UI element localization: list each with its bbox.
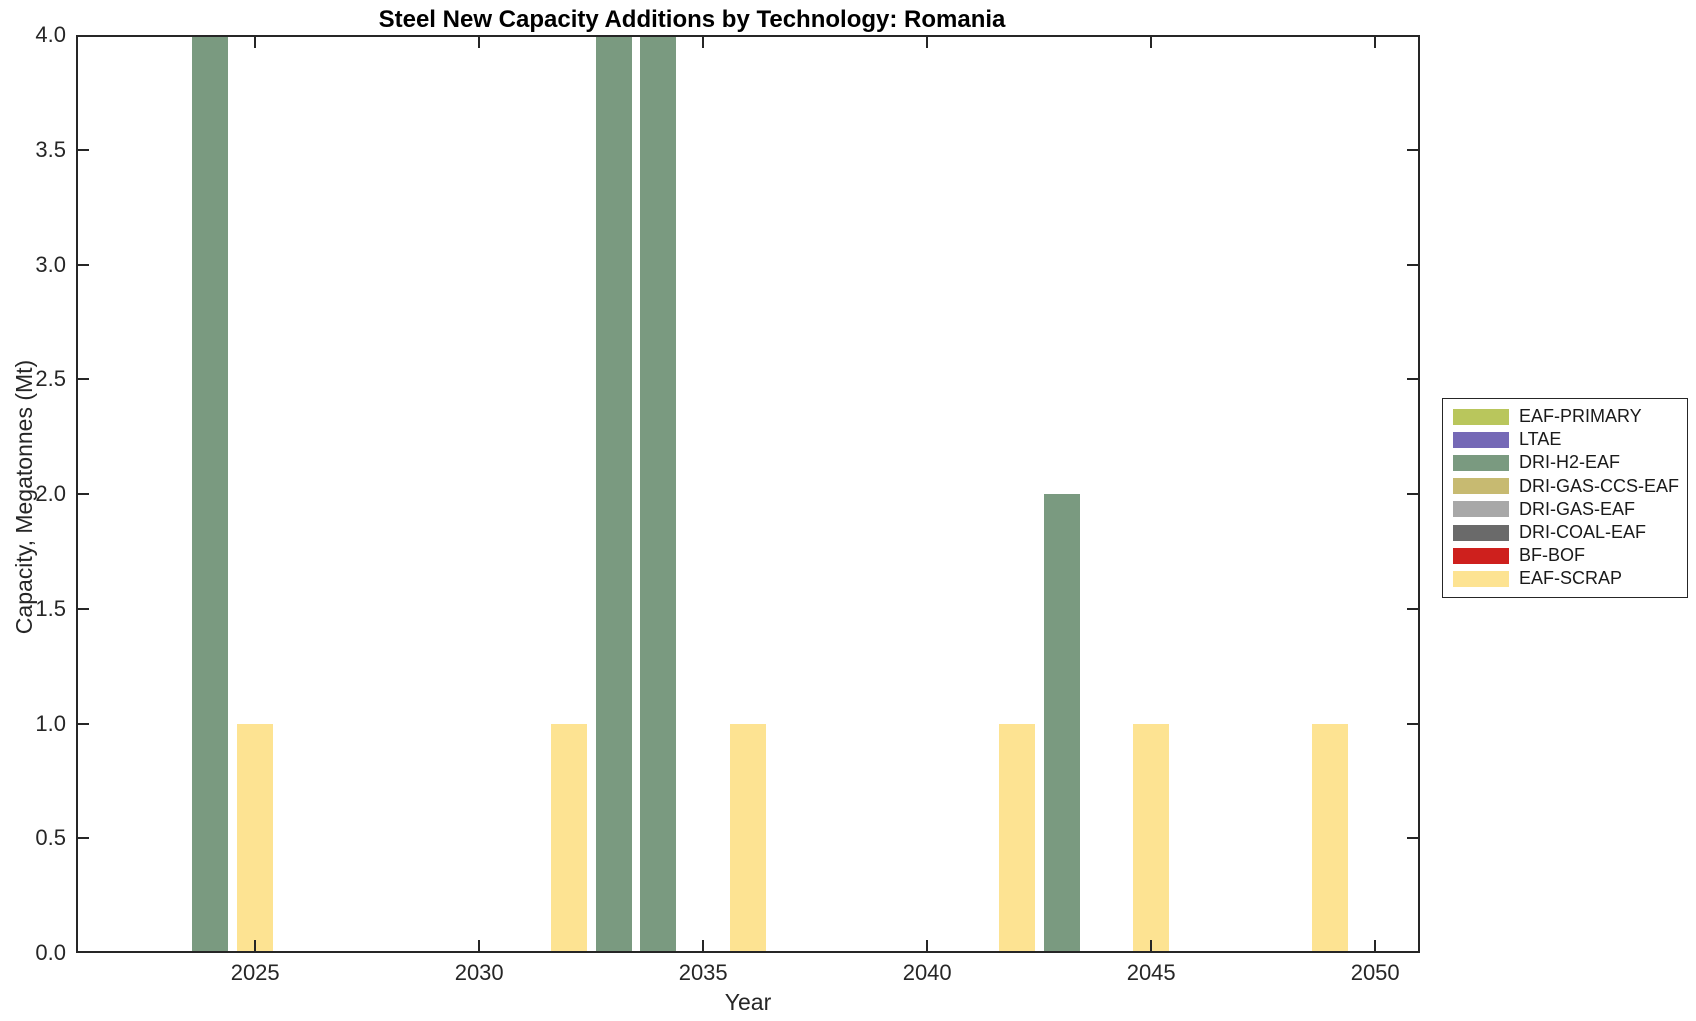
y-tick-label: 2.0 <box>35 481 66 506</box>
y-tick-left <box>76 35 89 36</box>
x-axis-label: Year <box>724 989 772 1015</box>
x-tick-top <box>1374 35 1377 48</box>
y-tick-label: 0.5 <box>35 825 66 851</box>
y-tick-right <box>1407 493 1420 495</box>
y-tick-left <box>76 837 89 840</box>
legend-label-bf-bof: BF-BOF <box>1519 545 1585 566</box>
y-tick-right <box>1407 952 1420 953</box>
bar-eaf-scrap-2032 <box>550 723 587 953</box>
legend-row-dri-gas-eaf: DRI-GAS-EAF <box>1443 498 1687 521</box>
legend-label-dri-gas-eaf: DRI-GAS-EAF <box>1519 498 1636 519</box>
legend-label-ltae: LTAE <box>1519 429 1562 450</box>
legend-label-eaf-primary: EAF-PRIMARY <box>1519 406 1642 427</box>
y-tick-left <box>76 493 89 495</box>
y-tick-left <box>76 148 89 151</box>
plot-area <box>76 35 1420 953</box>
x-tick-label: 2040 <box>902 960 952 985</box>
y-tick-left <box>76 607 89 610</box>
y-tick-label: 3.0 <box>35 251 66 277</box>
x-tick-top <box>254 35 257 48</box>
y-tick-label: 3.5 <box>35 136 66 162</box>
y-tick-label: 0.0 <box>35 940 66 965</box>
legend-swatch-eaf-primary <box>1453 408 1509 425</box>
legend-swatch-dri-gas-eaf <box>1453 501 1509 518</box>
legend-label-dri-h2-eaf: DRI-H2-EAF <box>1519 452 1621 473</box>
x-tick-label: 2050 <box>1350 960 1400 985</box>
x-tick-label: 2045 <box>1126 960 1176 985</box>
x-tick-top <box>702 35 705 48</box>
y-tick-left <box>76 263 89 266</box>
y-tick-right <box>1407 148 1420 151</box>
x-tick-label: 2030 <box>454 960 504 985</box>
bar-dri-h2-eaf-2024 <box>192 35 229 953</box>
bar-dri-h2-eaf-2034 <box>640 35 677 953</box>
legend-swatch-bf-bof <box>1453 547 1509 564</box>
legend-row-dri-h2-eaf: DRI-H2-EAF <box>1443 451 1687 474</box>
legend-row-bf-bof: BF-BOF <box>1443 544 1687 567</box>
legend-row-eaf-primary: EAF-PRIMARY <box>1443 405 1687 428</box>
x-tick-label: 2035 <box>678 960 728 985</box>
bar-eaf-scrap-2045 <box>1133 723 1170 953</box>
y-tick-label: 1.0 <box>35 710 66 736</box>
bar-eaf-scrap-2049 <box>1312 723 1349 953</box>
y-tick-left <box>76 378 89 381</box>
x-tick-bottom <box>926 940 929 953</box>
legend-swatch-dri-coal-eaf <box>1453 524 1509 541</box>
y-tick-label: 1.5 <box>35 595 66 621</box>
legend-row-dri-coal-eaf: DRI-COAL-EAF <box>1443 521 1687 544</box>
y-tick-right <box>1407 378 1420 381</box>
legend-swatch-ltae <box>1453 431 1509 448</box>
x-tick-bottom <box>1150 940 1153 953</box>
legend-label-dri-coal-eaf: DRI-COAL-EAF <box>1519 522 1647 543</box>
x-tick-bottom <box>702 940 705 953</box>
y-tick-right <box>1407 263 1420 266</box>
y-tick-label: 4.0 <box>35 22 66 47</box>
y-tick-right <box>1407 722 1420 725</box>
legend: EAF-PRIMARY LTAE DRI-H2-EAF DRI-GAS-CCS-EAF… <box>1442 398 1688 598</box>
y-tick-label: 2.5 <box>35 366 66 392</box>
x-tick-bottom <box>1374 940 1377 953</box>
legend-swatch-dri-gas-ccs-eaf <box>1453 478 1509 495</box>
chart-title: Steel New Capacity Additions by Technolo… <box>378 6 1006 33</box>
y-tick-left <box>76 722 89 725</box>
bar-dri-h2-eaf-2033 <box>595 35 632 953</box>
legend-label-eaf-scrap: EAF-SCRAP <box>1519 568 1623 589</box>
bar-dri-h2-eaf-2043 <box>1043 494 1080 953</box>
x-tick-label: 2025 <box>230 960 280 985</box>
y-tick-right <box>1407 837 1420 840</box>
x-tick-top <box>478 35 481 48</box>
legend-row-dri-gas-ccs-eaf: DRI-GAS-CCS-EAF <box>1443 475 1687 498</box>
legend-row-eaf-scrap: EAF-SCRAP <box>1443 567 1687 590</box>
y-tick-right <box>1407 607 1420 610</box>
bar-eaf-scrap-2025 <box>237 723 274 953</box>
y-tick-right <box>1407 35 1420 36</box>
x-tick-bottom <box>478 940 481 953</box>
legend-swatch-eaf-scrap <box>1453 570 1509 587</box>
y-tick-left <box>76 952 89 953</box>
bar-eaf-scrap-2042 <box>998 723 1035 953</box>
legend-swatch-dri-h2-eaf <box>1453 454 1509 471</box>
x-tick-top <box>926 35 929 48</box>
x-tick-bottom <box>254 940 257 953</box>
bar-eaf-scrap-2036 <box>730 723 766 953</box>
legend-row-ltae: LTAE <box>1443 428 1687 451</box>
x-tick-top <box>1150 35 1153 48</box>
legend-label-dri-gas-ccs-eaf: DRI-GAS-CCS-EAF <box>1519 475 1680 496</box>
